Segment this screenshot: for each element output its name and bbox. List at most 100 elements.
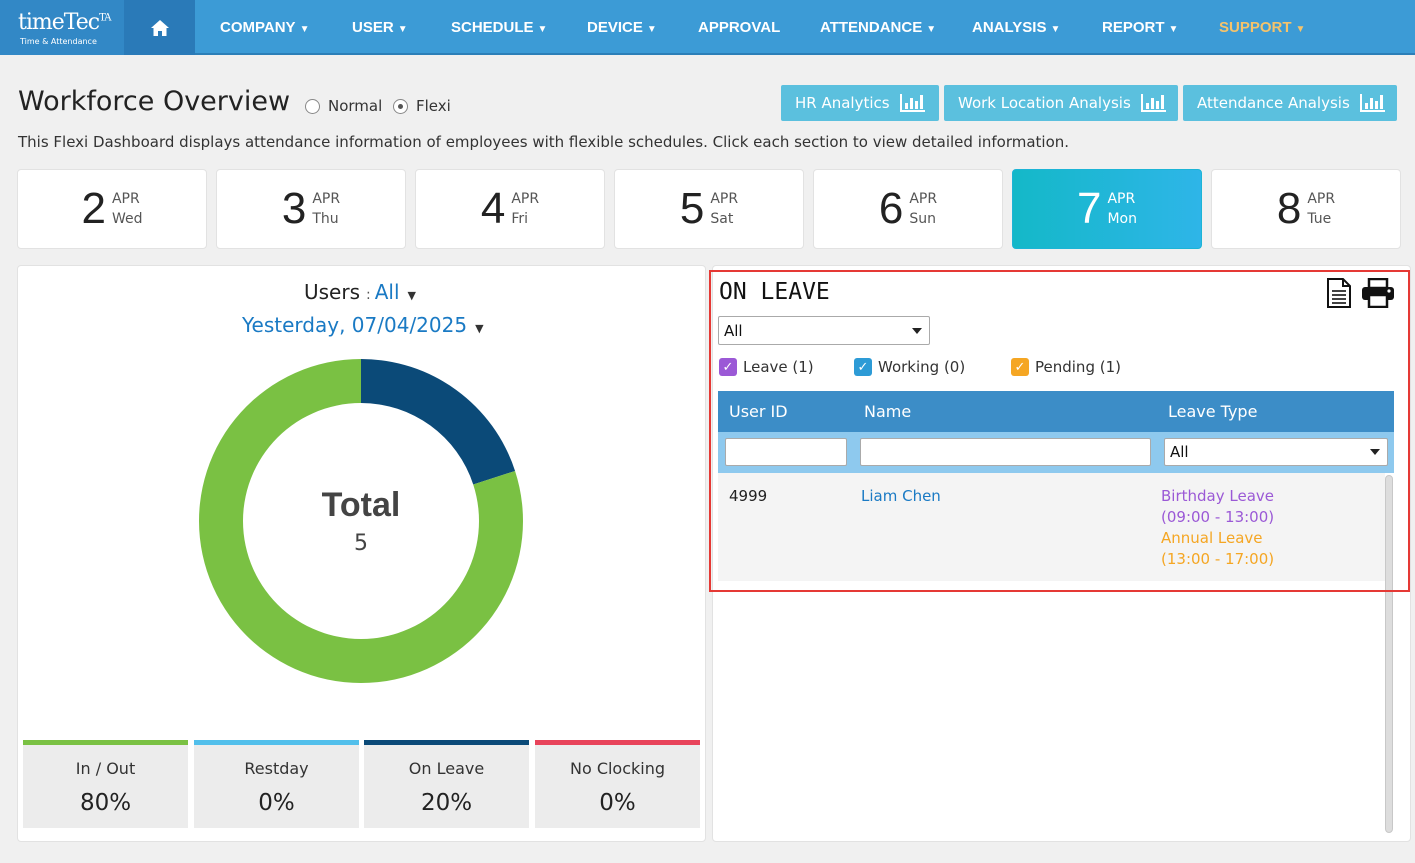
hr-analytics-button[interactable]: HR Analytics (781, 85, 939, 121)
row-name-link[interactable]: Liam Chen (861, 487, 941, 505)
bar-chart-icon (899, 94, 925, 112)
stat-value: 0% (258, 790, 295, 816)
table-scrollbar[interactable] (1385, 475, 1393, 833)
radio-normal-circle[interactable] (305, 98, 320, 114)
date-card[interactable]: 5 APR Sat (614, 169, 804, 249)
stat-label: In / Out (75, 759, 136, 778)
checkbox-pending-box[interactable]: ✓ (1011, 358, 1029, 376)
nav-approval[interactable]: APPROVAL (698, 0, 780, 55)
date-month: APR (312, 191, 341, 207)
date-weekday: Mon (1107, 211, 1137, 227)
date-weekday: Sat (710, 211, 734, 227)
stat-restday[interactable]: Restday 0% (194, 740, 359, 828)
caret-down-icon: ▼ (926, 24, 937, 35)
stat-in-out[interactable]: In / Out 80% (23, 740, 188, 828)
bar-chart-icon (1140, 94, 1166, 112)
nav-user-label: USER (352, 19, 394, 36)
brand-sup: TA (99, 12, 111, 24)
stat-band (364, 740, 529, 745)
leave-type-time: (13:00 - 17:00) (1161, 550, 1275, 568)
print-icon[interactable] (1361, 278, 1395, 308)
checkbox-pending[interactable]: ✓ Pending (1) (1011, 358, 1121, 376)
date-day: 7 (1076, 184, 1102, 233)
app-logo[interactable]: timeTecTA Time & Attendance (0, 0, 124, 55)
home-button[interactable] (124, 0, 195, 55)
attendance-donut-chart[interactable] (198, 358, 524, 684)
checkbox-working[interactable]: ✓ Working (0) (854, 358, 965, 376)
caret-down-icon: ▼ (407, 289, 416, 302)
leave-type-filter-select[interactable]: All (1164, 438, 1388, 466)
date-card[interactable]: 3 APR Thu (216, 169, 406, 249)
nav-schedule[interactable]: SCHEDULE ▼ (451, 0, 547, 55)
attendance-analysis-label: Attendance Analysis (1197, 94, 1350, 112)
on-leave-filter-value: All (724, 321, 743, 340)
nav-report-label: REPORT (1102, 19, 1165, 36)
date-card-selected[interactable]: 7 APR Mon (1012, 169, 1202, 249)
radio-flexi-circle[interactable] (393, 98, 408, 114)
date-value: Yesterday, 07/04/2025 (242, 313, 468, 337)
checkbox-leave[interactable]: ✓ Leave (1) (719, 358, 814, 376)
stat-label: No Clocking (569, 759, 666, 778)
summary-panel: Users: All ▼ Yesterday, 07/04/2025 ▼ Total … (17, 265, 706, 842)
date-month: APR (710, 191, 739, 207)
date-card[interactable]: 8 APR Tue (1211, 169, 1401, 249)
home-icon (150, 19, 169, 36)
column-header-name[interactable]: Name (864, 402, 912, 421)
date-month: APR (1107, 191, 1136, 207)
stat-on-leave[interactable]: On Leave 20% (364, 740, 529, 828)
checkbox-leave-label: Leave (1) (743, 358, 814, 376)
on-leave-title: ON LEAVE (719, 279, 830, 305)
document-export-icon[interactable] (1325, 278, 1353, 308)
nav-analysis[interactable]: ANALYSIS ▼ (972, 0, 1060, 55)
checkbox-pending-label: Pending (1) (1035, 358, 1121, 376)
attendance-analysis-button[interactable]: Attendance Analysis (1183, 85, 1397, 121)
dashboard-description: This Flexi Dashboard displays attendance… (18, 133, 1070, 151)
work-location-analysis-button[interactable]: Work Location Analysis (944, 85, 1178, 121)
users-value: All (374, 280, 400, 304)
date-card[interactable]: 2 APR Wed (17, 169, 207, 249)
donut-total-label: Total (321, 486, 401, 524)
table-filter-row: All (718, 432, 1394, 473)
users-filter[interactable]: Users: All ▼ (304, 280, 416, 304)
caret-down-icon: ▼ (1168, 24, 1179, 35)
checkbox-leave-box[interactable]: ✓ (719, 358, 737, 376)
on-leave-filter-select[interactable]: All (718, 316, 930, 345)
leave-type-filter-value: All (1170, 443, 1189, 461)
hr-analytics-label: HR Analytics (795, 94, 890, 112)
nav-user[interactable]: USER ▼ (352, 0, 408, 55)
nav-support-label: SUPPORT (1219, 19, 1292, 36)
checkbox-working-box[interactable]: ✓ (854, 358, 872, 376)
stat-band (194, 740, 359, 745)
caret-down-icon: ▼ (397, 24, 408, 35)
stat-no-clocking[interactable]: No Clocking 0% (535, 740, 700, 828)
top-navbar: timeTecTA Time & Attendance COMPANY ▼ USE… (0, 0, 1415, 55)
date-card[interactable]: 4 APR Fri (415, 169, 605, 249)
nav-company[interactable]: COMPANY ▼ (220, 0, 309, 55)
stat-band (23, 740, 188, 745)
stat-value: 80% (79, 790, 132, 816)
date-weekday: Fri (511, 211, 529, 227)
user-id-filter-input[interactable] (725, 438, 847, 466)
nav-support[interactable]: SUPPORT ▼ (1219, 0, 1305, 55)
column-header-leave-type[interactable]: Leave Type (1168, 402, 1258, 421)
date-weekday: Tue (1307, 211, 1332, 227)
date-day: 4 (480, 184, 506, 233)
column-header-user-id[interactable]: User ID (729, 402, 788, 421)
radio-flexi[interactable]: Flexi (393, 97, 451, 115)
date-filter[interactable]: Yesterday, 07/04/2025 ▼ (242, 313, 484, 337)
date-card[interactable]: 6 APR Sun (813, 169, 1003, 249)
brand-name: timeTec (18, 10, 100, 35)
name-filter-input[interactable] (860, 438, 1151, 466)
nav-schedule-label: SCHEDULE (451, 19, 534, 36)
caret-down-icon: ▼ (475, 322, 484, 335)
checkbox-working-label: Working (0) (878, 358, 966, 376)
stat-value: 20% (420, 790, 473, 816)
dropdown-arrow-icon (912, 327, 922, 334)
nav-report[interactable]: REPORT ▼ (1102, 0, 1178, 55)
row-leave-types: Birthday Leave (09:00 - 13:00) Annual Le… (1161, 486, 1274, 570)
table-row[interactable]: 4999 Liam Chen Birthday Leave (09:00 - 1… (718, 473, 1385, 581)
nav-attendance[interactable]: ATTENDANCE ▼ (820, 0, 936, 55)
donut-segment-on-leave[interactable] (361, 359, 516, 485)
nav-device[interactable]: DEVICE ▼ (587, 0, 657, 55)
radio-normal[interactable]: Normal (305, 97, 382, 115)
